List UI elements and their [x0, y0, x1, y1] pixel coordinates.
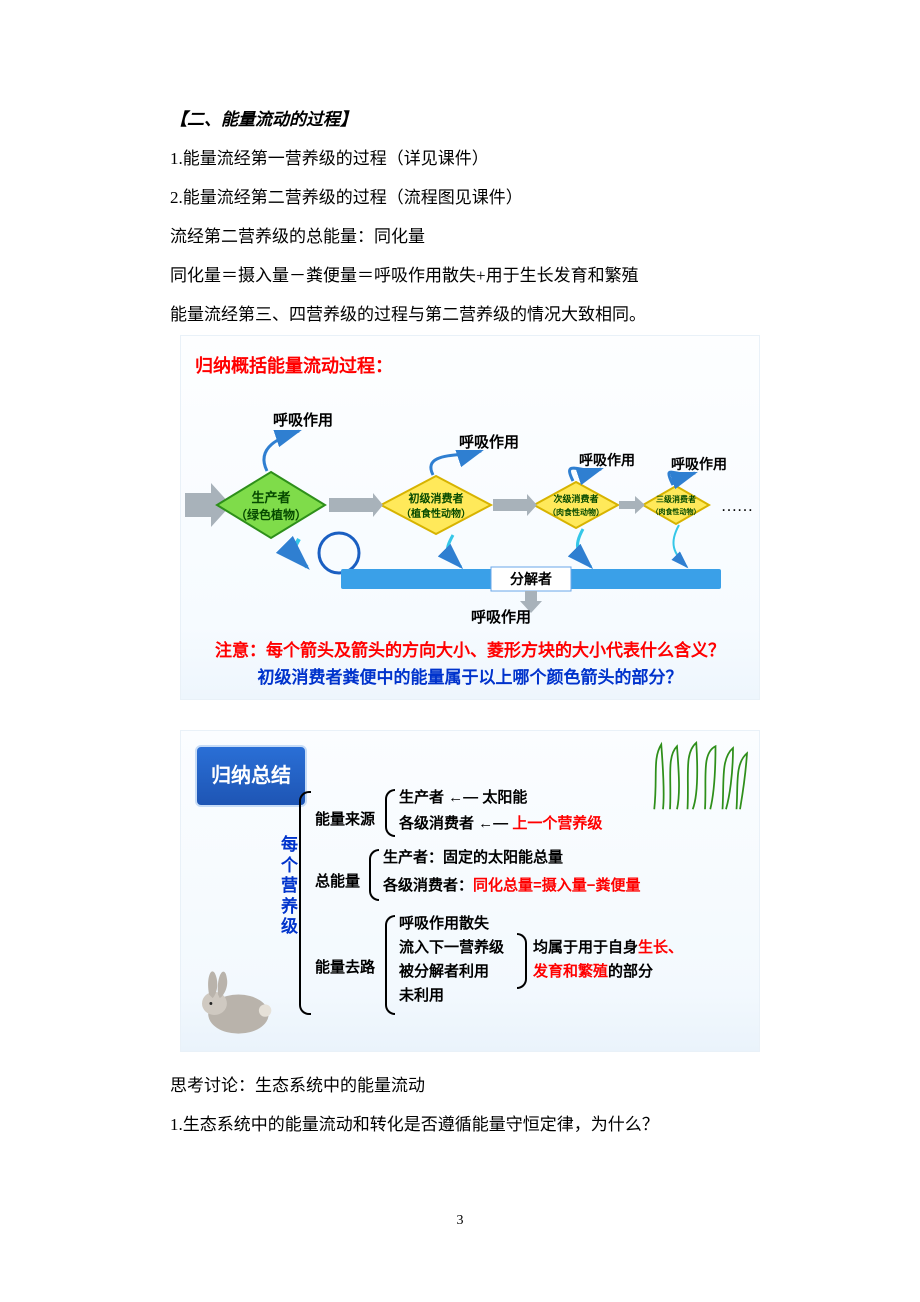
diagram-svg: 生产者 （绿色植物） 初级消费者 （植食性动物） 次级消费者 （肉食性动物） 三级消费者 （肉… [181, 387, 761, 637]
svg-text:分解者: 分解者 [510, 571, 552, 588]
out-line: 未利用 [399, 983, 444, 1009]
paragraph: 同化量＝摄入量－粪便量＝呼吸作用散失+用于生长发育和繁殖 [170, 256, 750, 295]
note-line1: 注意：每个箭头及箭头的方向大小、菱形方块的大小代表什么含义？ [215, 641, 725, 660]
diagram-title: 归纳概括能量流动过程： [195, 346, 759, 387]
svg-text:（肉食性动物）: （肉食性动物） [652, 507, 701, 516]
svg-text:呼吸作用: 呼吸作用 [459, 433, 519, 451]
svg-text:（肉食性动物）: （肉食性动物） [548, 507, 604, 517]
total-line: 各级消费者：同化总量=摄入量−粪便量 [383, 873, 641, 899]
group-total-label: 总能量 [315, 865, 360, 900]
group-source-label: 能量来源 [315, 803, 375, 838]
diagram-note: 注意：每个箭头及箭头的方向大小、菱形方块的大小代表什么含义？ 初级消费者粪便中的… [181, 637, 759, 691]
svg-text:（绿色植物）: （绿色植物） [235, 507, 307, 522]
source-line: 各级消费者 ←— 上一个营养级 [399, 811, 602, 837]
svg-text:呼吸作用: 呼吸作用 [471, 608, 531, 626]
energy-flow-diagram: 归纳概括能量流动过程： 生产者 （绿色植物） 初级消费者 （植食性动物） 次级消费者 （肉… [180, 335, 760, 701]
level-label: 每个营养级 [281, 835, 297, 937]
svg-text:呼吸作用: 呼吸作用 [579, 452, 635, 469]
out-line: 呼吸作用散失 [399, 911, 489, 937]
brace-icon [385, 915, 395, 1015]
svg-text:……: …… [721, 498, 753, 515]
paragraph: 思考讨论：生态系统中的能量流动 [170, 1066, 750, 1105]
out-line: 被分解者利用 [399, 959, 489, 985]
svg-text:呼吸作用: 呼吸作用 [273, 411, 333, 429]
total-line: 生产者：固定的太阳能总量 [383, 845, 563, 871]
svg-text:初级消费者: 初级消费者 [409, 491, 464, 505]
paragraph: 2.能量流经第二营养级的过程（流程图见课件） [170, 178, 750, 217]
section-heading: 【二、能量流动的过程】 [170, 100, 750, 139]
rabbit-icon [189, 959, 279, 1039]
out-line: 流入下一营养级 [399, 935, 504, 961]
svg-text:呼吸作用: 呼吸作用 [671, 456, 727, 473]
brace-icon [517, 933, 527, 989]
document-page: 【二、能量流动的过程】 1.能量流经第一营养级的过程（详见课件） 2.能量流经第… [0, 0, 920, 1277]
svg-text:三级消费者: 三级消费者 [656, 494, 696, 504]
summary-diagram: 归纳总结 每个营养级 [180, 730, 760, 1052]
source-line: 生产者 ←— 太阳能 [399, 785, 527, 811]
svg-text:生产者: 生产者 [251, 490, 290, 505]
svg-text:次级消费者: 次级消费者 [553, 493, 598, 504]
svg-text:（植食性动物）: （植食性动物） [401, 507, 471, 520]
group-out-label: 能量去路 [315, 951, 375, 986]
brace-icon [385, 789, 395, 837]
brace-icon [299, 791, 311, 1015]
paragraph: 1.能量流经第一营养级的过程（详见课件） [170, 139, 750, 178]
note-line2: 初级消费者粪便中的能量属于以上哪个颜色箭头的部分？ [258, 668, 683, 687]
out-side-line: 均属于用于自身生长、 [533, 935, 683, 961]
brace-icon [369, 849, 379, 901]
summary-body: 每个营养级 能量来源 生产者 ←— 太阳能 各级消费者 ←— 上一个营养级 总能… [281, 791, 759, 1031]
paragraph: 能量流经第三、四营养级的过程与第二营养级的情况大致相同。 [170, 295, 750, 334]
out-side-line: 发育和繁殖的部分 [533, 959, 653, 985]
paragraph: 流经第二营养级的总能量：同化量 [170, 217, 750, 256]
paragraph: 1.生态系统中的能量流动和转化是否遵循能量守恒定律，为什么？ [170, 1105, 750, 1144]
page-number: 3 [170, 1205, 750, 1237]
